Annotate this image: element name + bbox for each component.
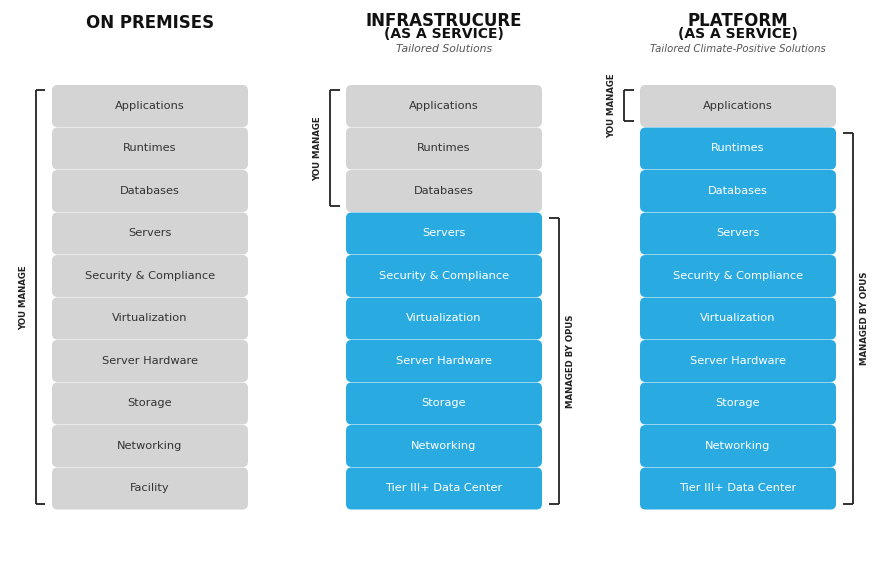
FancyBboxPatch shape (346, 127, 542, 170)
Text: Applications: Applications (409, 101, 479, 111)
FancyBboxPatch shape (52, 213, 248, 254)
FancyBboxPatch shape (640, 297, 836, 339)
FancyBboxPatch shape (640, 425, 836, 467)
Text: (AS A SERVICE): (AS A SERVICE) (678, 27, 798, 41)
FancyBboxPatch shape (640, 170, 836, 212)
Text: Databases: Databases (708, 186, 768, 196)
Text: Server Hardware: Server Hardware (690, 356, 786, 366)
Text: Server Hardware: Server Hardware (396, 356, 492, 366)
Text: Networking: Networking (411, 441, 477, 451)
Text: YOU MANAGE: YOU MANAGE (607, 74, 616, 138)
Text: Security & Compliance: Security & Compliance (85, 271, 215, 281)
Text: MANAGED BY OPUS: MANAGED BY OPUS (860, 272, 869, 365)
FancyBboxPatch shape (346, 170, 542, 212)
Text: MANAGED BY OPUS: MANAGED BY OPUS (566, 314, 575, 408)
Text: Security & Compliance: Security & Compliance (379, 271, 509, 281)
Text: INFRASTRUCURE: INFRASTRUCURE (366, 12, 522, 30)
FancyBboxPatch shape (52, 425, 248, 467)
FancyBboxPatch shape (346, 340, 542, 382)
FancyBboxPatch shape (52, 468, 248, 510)
FancyBboxPatch shape (52, 255, 248, 297)
Text: Networking: Networking (117, 441, 183, 451)
FancyBboxPatch shape (346, 297, 542, 339)
FancyBboxPatch shape (346, 213, 542, 254)
FancyBboxPatch shape (640, 85, 836, 127)
Text: Tier III+ Data Center: Tier III+ Data Center (385, 483, 503, 493)
Text: Networking: Networking (705, 441, 771, 451)
FancyBboxPatch shape (640, 255, 836, 297)
Text: Facility: Facility (131, 483, 170, 493)
FancyBboxPatch shape (52, 297, 248, 339)
FancyBboxPatch shape (640, 213, 836, 254)
Text: Tailored Solutions: Tailored Solutions (396, 44, 492, 53)
FancyBboxPatch shape (346, 425, 542, 467)
Text: ON PREMISES: ON PREMISES (86, 14, 214, 32)
FancyBboxPatch shape (52, 170, 248, 212)
Text: Virtualization: Virtualization (112, 314, 187, 324)
FancyBboxPatch shape (640, 127, 836, 170)
Text: Server Hardware: Server Hardware (102, 356, 198, 366)
FancyBboxPatch shape (346, 85, 542, 127)
Text: Runtimes: Runtimes (123, 144, 177, 153)
Text: Runtimes: Runtimes (417, 144, 471, 153)
Text: Applications: Applications (115, 101, 185, 111)
Text: Storage: Storage (422, 399, 466, 408)
Text: YOU MANAGE: YOU MANAGE (313, 116, 322, 181)
Text: YOU MANAGE: YOU MANAGE (19, 265, 28, 329)
Text: Tailored Climate-Positive Solutions: Tailored Climate-Positive Solutions (650, 44, 826, 53)
FancyBboxPatch shape (346, 468, 542, 510)
Text: Servers: Servers (128, 228, 171, 238)
FancyBboxPatch shape (346, 382, 542, 425)
Text: Databases: Databases (414, 186, 474, 196)
Text: PLATFORM: PLATFORM (687, 12, 789, 30)
Text: Security & Compliance: Security & Compliance (673, 271, 803, 281)
Text: Servers: Servers (423, 228, 465, 238)
Text: Databases: Databases (120, 186, 180, 196)
FancyBboxPatch shape (52, 127, 248, 170)
FancyBboxPatch shape (346, 255, 542, 297)
Text: Runtimes: Runtimes (711, 144, 765, 153)
FancyBboxPatch shape (640, 340, 836, 382)
FancyBboxPatch shape (52, 85, 248, 127)
Text: Storage: Storage (128, 399, 172, 408)
Text: (AS A SERVICE): (AS A SERVICE) (385, 27, 503, 41)
FancyBboxPatch shape (52, 340, 248, 382)
Text: Tier III+ Data Center: Tier III+ Data Center (679, 483, 797, 493)
Text: Virtualization: Virtualization (701, 314, 776, 324)
Text: Storage: Storage (716, 399, 760, 408)
Text: Servers: Servers (717, 228, 760, 238)
FancyBboxPatch shape (52, 382, 248, 425)
Text: Virtualization: Virtualization (406, 314, 482, 324)
FancyBboxPatch shape (640, 382, 836, 425)
Text: Applications: Applications (703, 101, 773, 111)
FancyBboxPatch shape (640, 468, 836, 510)
